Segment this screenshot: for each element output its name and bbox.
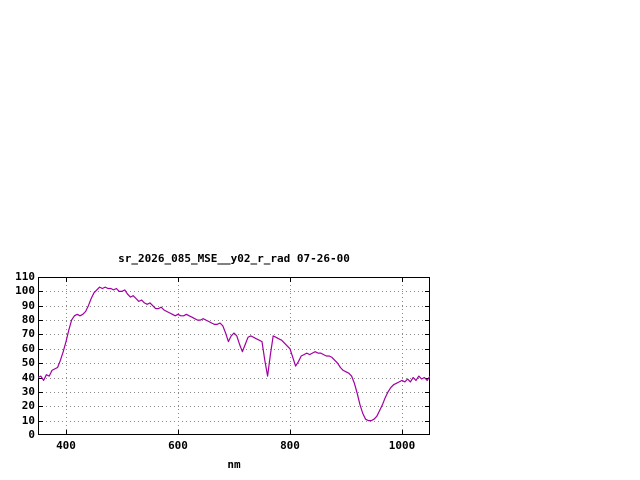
y-tick-label: 90 [21,299,35,312]
y-tick-label: 80 [21,313,35,326]
plot-area [38,277,430,435]
x-tick-label: 1000 [388,439,416,452]
x-axis-label: nm [227,458,241,471]
y-tick-label: 60 [21,342,35,355]
y-tick-label: 20 [21,399,35,412]
x-tick-label: 800 [280,439,300,452]
chart-title: sr_2026_085_MSE__y02_r_rad 07-26-00 [118,252,350,265]
plot-svg [38,277,430,435]
y-tick-label: 100 [15,284,35,297]
y-tick-label: 30 [21,385,35,398]
y-tick-label: 50 [21,356,35,369]
x-tick-label: 400 [56,439,76,452]
y-tick-label: 10 [21,414,35,427]
y-tick-label: 110 [15,270,35,283]
y-tick-label: 40 [21,371,35,384]
y-tick-label: 0 [28,428,35,441]
y-tick-label: 70 [21,327,35,340]
series-line [38,286,430,422]
x-tick-label: 600 [168,439,188,452]
